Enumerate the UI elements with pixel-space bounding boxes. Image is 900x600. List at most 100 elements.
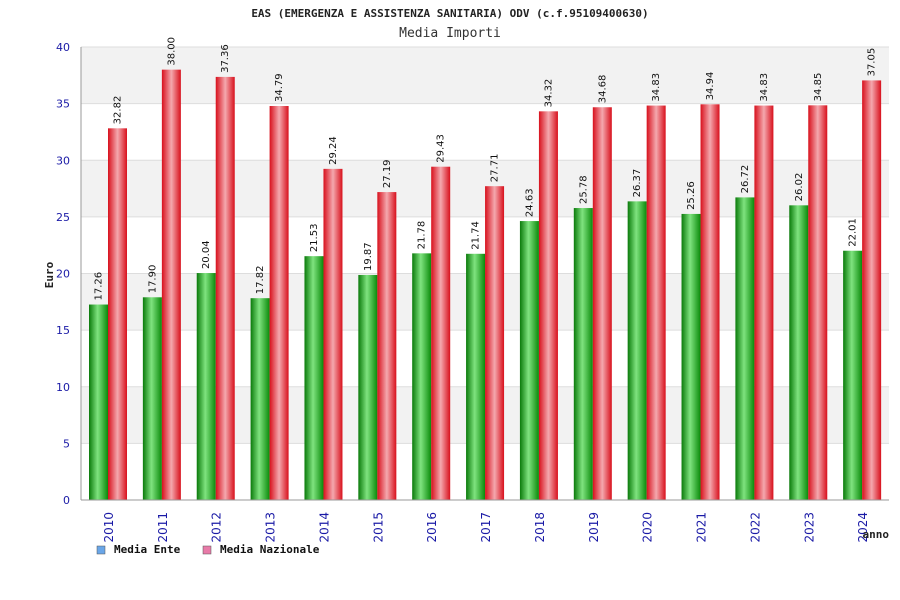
bar-media-nazionale-2020 <box>646 105 666 501</box>
value-label-media-ente-2022: 26.72 <box>740 165 751 194</box>
bar-media-nazionale-2012 <box>215 76 235 500</box>
y-axis-label: Euro <box>43 261 56 288</box>
value-label-media-nazionale-2013: 34.79 <box>274 73 285 102</box>
y-tick-label: 5 <box>63 437 70 450</box>
y-tick-labels: 0 5 10 15 20 25 30 35 40 <box>56 41 70 507</box>
x-tick-labels: 2010 2011 2012 2013 2014 2015 2016 2017 2018 2019… <box>102 512 870 543</box>
value-label-media-ente-2013: 17.82 <box>255 266 266 295</box>
bar-media-ente-2022 <box>735 197 755 500</box>
value-label-media-ente-2011: 17.90 <box>147 265 158 294</box>
x-tick-label-2021: 2021 <box>695 512 709 543</box>
bars <box>89 69 882 501</box>
y-tick-label: 35 <box>56 98 70 111</box>
bar-media-ente-2011 <box>142 297 162 500</box>
x-tick-label-2015: 2015 <box>371 512 385 543</box>
bar-media-ente-2018 <box>519 221 539 500</box>
x-tick-label-2013: 2013 <box>264 512 278 543</box>
x-tick-label-2011: 2011 <box>156 512 170 543</box>
value-label-media-nazionale-2020: 34.83 <box>651 73 662 102</box>
bar-media-nazionale-2016 <box>431 166 451 500</box>
x-tick-label-2017: 2017 <box>479 512 493 543</box>
value-label-media-ente-2019: 25.78 <box>578 175 589 204</box>
bar-media-ente-2019 <box>573 208 593 500</box>
x-tick-label-2019: 2019 <box>587 512 601 543</box>
bar-media-ente-2016 <box>412 253 432 500</box>
legend-label-media-nazionale: Media Nazionale <box>220 543 320 556</box>
x-tick-label-2018: 2018 <box>533 512 547 543</box>
y-tick-label: 20 <box>56 268 70 281</box>
bar-media-ente-2014 <box>304 256 324 500</box>
value-label-media-nazionale-2014: 29.24 <box>328 136 339 165</box>
x-axis-label: anno <box>863 528 890 541</box>
y-tick-label: 0 <box>63 494 70 507</box>
bar-media-nazionale-2010 <box>108 128 127 500</box>
bar-media-nazionale-2017 <box>485 186 505 500</box>
value-label-media-ente-2016: 21.78 <box>417 221 428 250</box>
value-label-media-ente-2020: 26.37 <box>632 169 643 198</box>
value-label-media-ente-2015: 19.87 <box>363 242 374 271</box>
bar-media-ente-2017 <box>466 253 486 500</box>
x-tick-label-2022: 2022 <box>748 512 762 543</box>
bar-media-ente-2021 <box>681 213 701 501</box>
value-label-media-nazionale-2012: 37.36 <box>220 44 231 73</box>
y-tick-label: 40 <box>56 41 70 54</box>
x-tick-label-2023: 2023 <box>802 512 816 543</box>
value-label-media-nazionale-2018: 34.32 <box>543 79 554 108</box>
plot-band <box>81 103 889 161</box>
value-label-media-ente-2012: 20.04 <box>201 240 212 269</box>
x-tick-label-2012: 2012 <box>210 512 224 543</box>
bar-media-nazionale-2023 <box>808 105 828 500</box>
bar-media-ente-2013 <box>250 298 270 500</box>
value-label-media-ente-2021: 25.26 <box>686 181 697 210</box>
value-label-media-nazionale-2017: 27.71 <box>490 154 501 183</box>
bar-media-nazionale-2018 <box>538 111 558 501</box>
bar-media-nazionale-2014 <box>323 168 343 500</box>
bar-media-nazionale-2024 <box>862 80 882 500</box>
bar-media-nazionale-2015 <box>377 192 397 501</box>
value-label-media-nazionale-2019: 34.68 <box>597 75 608 104</box>
value-label-media-nazionale-2023: 34.85 <box>813 73 824 102</box>
legend: Media Ente Media Nazionale <box>96 543 320 556</box>
value-label-media-nazionale-2024: 37.05 <box>867 48 878 77</box>
y-tick-label: 10 <box>56 381 70 394</box>
legend-swatch-media-ente <box>96 545 106 555</box>
bar-media-ente-2010 <box>89 304 108 500</box>
bar-media-nazionale-2019 <box>592 107 612 501</box>
value-label-media-nazionale-2015: 27.19 <box>382 159 393 188</box>
legend-swatch-media-nazionale <box>202 545 212 555</box>
x-tick-label-2016: 2016 <box>425 512 439 543</box>
bar-media-ente-2020 <box>627 201 647 501</box>
bar-media-ente-2012 <box>196 273 216 500</box>
value-label-media-ente-2024: 22.01 <box>848 218 859 247</box>
value-label-media-nazionale-2011: 38.00 <box>166 37 177 66</box>
chart-title: EAS (EMERGENZA E ASSISTENZA SANITARIA) O… <box>251 7 648 20</box>
legend-label-media-ente: Media Ente <box>114 543 181 556</box>
y-tick-label: 30 <box>56 154 70 167</box>
value-label-media-ente-2010: 17.26 <box>94 272 105 301</box>
bar-media-nazionale-2011 <box>161 69 181 501</box>
x-tick-label-2024: 2024 <box>856 512 870 543</box>
chart-subtitle: Media Importi <box>399 26 501 41</box>
x-tick-label-2010: 2010 <box>102 512 116 543</box>
x-tick-label-2020: 2020 <box>641 512 655 543</box>
bar-media-ente-2023 <box>789 205 809 501</box>
y-tick-label: 25 <box>56 211 70 224</box>
bar-media-nazionale-2022 <box>754 105 774 501</box>
y-tick-label: 15 <box>56 324 70 337</box>
value-label-media-ente-2023: 26.02 <box>794 173 805 202</box>
value-label-media-nazionale-2021: 34.94 <box>705 72 716 101</box>
bar-media-nazionale-2013 <box>269 106 289 501</box>
value-label-media-ente-2018: 24.63 <box>524 188 535 217</box>
value-label-media-ente-2014: 21.53 <box>309 224 320 253</box>
value-labels: 17.26 32.82 17.90 38.00 20.04 37.36 17.82 34.79… <box>94 37 878 301</box>
value-label-media-nazionale-2022: 34.83 <box>759 73 770 102</box>
bar-media-ente-2024 <box>843 250 863 500</box>
bar-media-ente-2015 <box>358 274 378 500</box>
value-label-media-nazionale-2010: 32.82 <box>113 96 124 125</box>
plot-band <box>81 47 889 104</box>
value-label-media-nazionale-2016: 29.43 <box>436 134 447 163</box>
bar-media-nazionale-2021 <box>700 104 720 500</box>
value-label-media-ente-2017: 21.74 <box>471 221 482 250</box>
x-tick-label-2014: 2014 <box>317 512 331 543</box>
